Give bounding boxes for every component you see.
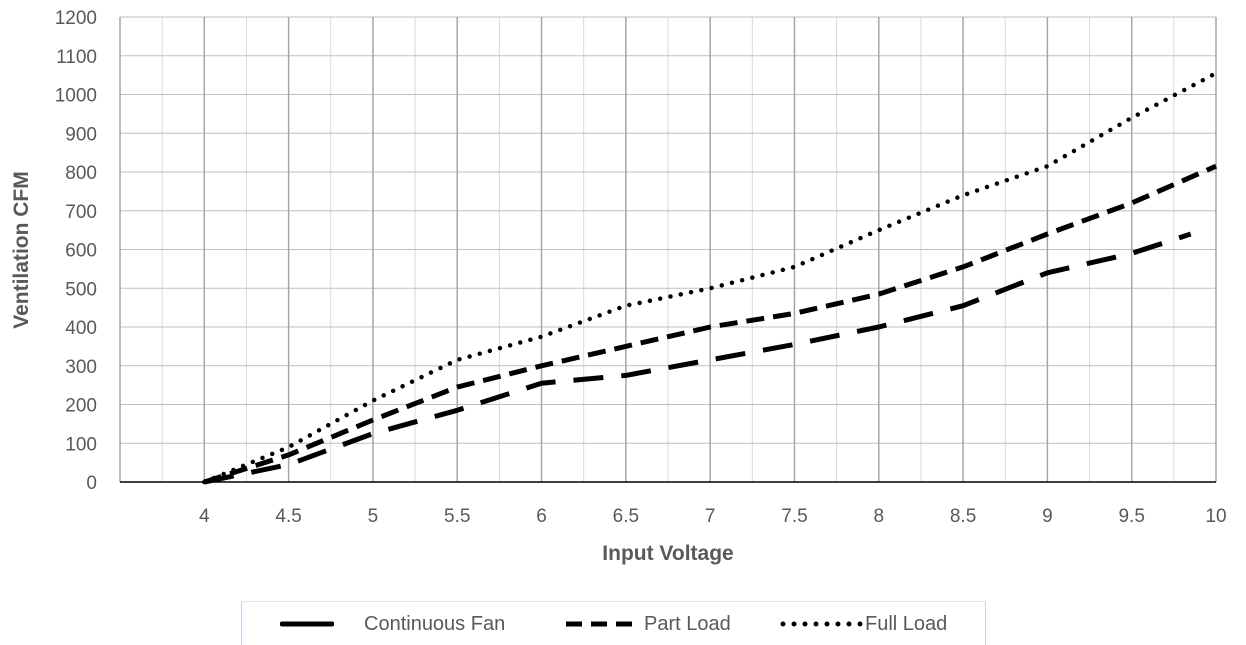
x-tick-label: 7.5 (781, 506, 807, 527)
y-tick-label: 900 (65, 124, 97, 145)
y-tick-label: 400 (65, 318, 97, 339)
y-tick-label: 1100 (56, 47, 97, 68)
y-axis-title: Ventilation CFM (10, 171, 33, 329)
legend-label: Full Load (865, 612, 948, 635)
x-tick-label: 4.5 (275, 506, 301, 527)
x-axis-title: Input Voltage (602, 542, 733, 565)
legend-swatch-dot (780, 621, 863, 627)
legend-item-part-load: Part Load (564, 610, 731, 638)
legend: Continuous Fan Part Load Full Load (241, 601, 986, 645)
legend-item-full-load: Full Load (779, 610, 947, 638)
y-tick-label: 600 (65, 241, 97, 262)
line-chart: 0 100 200 300 400 500 600 700 800 900 1000 1100 1200… (10, 8, 1227, 565)
x-tick-label: 6 (536, 506, 547, 527)
series-line-part-load (203, 163, 1218, 485)
x-tick-label: 4 (199, 506, 210, 527)
x-tick-label: 5 (368, 506, 379, 527)
y-tick-label: 800 (65, 163, 97, 184)
y-tick-label: 0 (86, 473, 97, 494)
x-tick-label: 9 (1042, 506, 1053, 527)
legend-label: Part Load (644, 612, 731, 635)
x-tick-label: 10 (1205, 506, 1226, 527)
legend-label: Continuous Fan (364, 612, 506, 635)
x-tick-label: 8.5 (950, 506, 976, 527)
x-tick-label: 9.5 (1118, 506, 1144, 527)
y-tick-label: 300 (65, 357, 97, 378)
series-group (202, 70, 1219, 485)
y-tick-label: 100 (65, 434, 97, 455)
tick-labels: 0 100 200 300 400 500 600 700 800 900 1000 1100 1200… (55, 8, 1227, 527)
legend-swatch-long-dash (280, 621, 334, 627)
legend-item-continuous-fan: Continuous Fan (280, 610, 505, 638)
x-tick-label: 8 (873, 506, 884, 527)
x-tick-label: 7 (705, 506, 716, 527)
series-line-continuous-fan (203, 231, 1192, 485)
y-tick-label: 1000 (55, 86, 97, 107)
y-tick-label: 1200 (55, 8, 97, 29)
y-tick-label: 500 (65, 279, 97, 300)
legend-swatch-dash (566, 621, 634, 627)
x-tick-label: 6.5 (613, 506, 639, 527)
y-tick-label: 700 (65, 202, 97, 223)
series-line-full-load (202, 70, 1219, 485)
y-tick-label: 200 (65, 396, 97, 417)
grid (119, 16, 1217, 483)
x-tick-label: 5.5 (444, 506, 470, 527)
